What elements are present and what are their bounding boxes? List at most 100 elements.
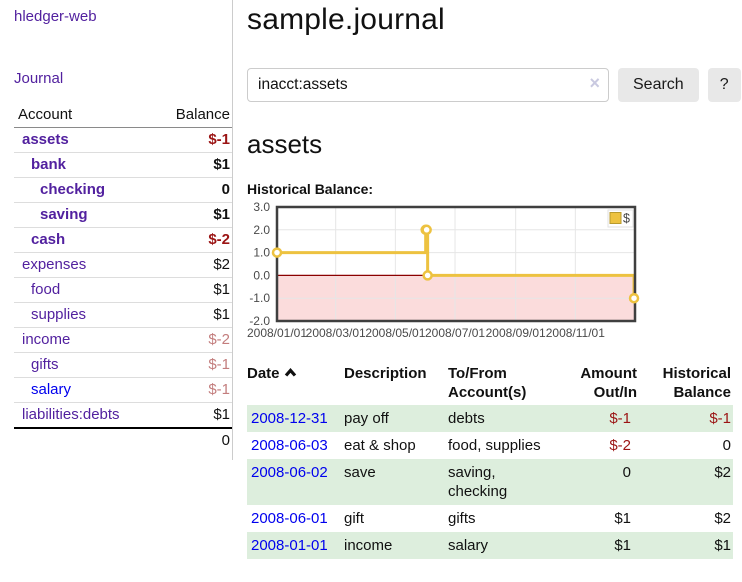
register-row: 2008-06-03 eat & shop food, supplies $-2 0 [247,432,733,459]
transaction-amount: $-2 [609,436,631,454]
svg-text:3.0: 3.0 [253,201,270,214]
clear-search-icon[interactable]: × [589,73,600,93]
svg-text:2008/07/01: 2008/07/01 [425,326,485,340]
account-balance: $-1 [152,377,232,403]
transaction-description: gift [344,509,365,527]
svg-text:1.0: 1.0 [253,245,270,259]
main-content: sample.journal × Search ? assets Histori… [233,0,742,559]
transaction-accounts: saving, checking [448,463,508,500]
sidebar-account-saving[interactable]: saving [40,206,88,223]
transaction-date-link[interactable]: 2008-06-01 [251,509,328,527]
svg-text:2008/01/01: 2008/01/01 [247,326,307,340]
account-balance: $2 [152,252,232,278]
transaction-date-link[interactable]: 2008-01-01 [251,536,328,554]
register-header-accounts: To/From Account(s) [448,364,527,402]
transaction-date-link[interactable]: 2008-12-31 [251,409,328,427]
account-balance: $-1 [152,127,232,153]
accounts-total-row: 0 [14,427,232,453]
account-row: food $1 [14,277,232,303]
transaction-date-link[interactable]: 2008-06-03 [251,436,328,454]
account-balance: $-2 [152,227,232,253]
sidebar-account-checking[interactable]: checking [40,181,106,198]
transaction-accounts: salary [448,536,489,554]
help-button[interactable]: ? [707,68,741,102]
transaction-balance: $1 [714,536,731,554]
transaction-balance: 0 [722,436,731,454]
accounts-table: Account Balance assets $-1 bank $1 checking 0… [14,103,232,453]
svg-text:2008/09/01: 2008/09/01 [486,326,546,340]
account-heading: assets [247,129,323,159]
account-balance: $-1 [152,352,232,378]
account-row: bank $1 [14,152,232,178]
sidebar: hledger-web Journal Account Balance asse… [0,0,233,460]
sidebar-account-income[interactable]: income [22,331,71,348]
account-row: liabilities:debts $1 [14,403,232,429]
transaction-description: income [344,536,393,554]
register-row: 2008-06-01 gift gifts $1 $2 [247,505,733,532]
transaction-accounts: debts [448,409,485,427]
sidebar-account-food[interactable]: food [31,281,61,298]
accounts-header-balance: Balance [152,103,232,128]
transaction-balance: $-1 [709,409,731,427]
account-balance: $1 [152,302,232,328]
svg-text:-1.0: -1.0 [249,291,270,305]
page: hledger-web Journal Account Balance asse… [0,0,742,559]
svg-text:0.0: 0.0 [253,268,270,282]
svg-text:-2.0: -2.0 [249,314,270,328]
accounts-header-row: Account Balance [14,103,232,128]
account-balance: $1 [152,152,232,178]
transaction-description: pay off [344,409,389,427]
account-balance: $1 [152,202,232,228]
account-row: checking 0 [14,177,232,203]
register-header-description: Description [344,364,427,382]
app-title-link[interactable]: hledger-web [14,8,97,25]
search-button[interactable]: Search [618,68,699,102]
register-header-balance: Historical Balance [662,364,731,402]
register-row: 2008-12-31 pay off debts $-1 $-1 [247,404,733,432]
svg-text:2.0: 2.0 [253,222,270,236]
register-header-row: Date Description To/From Account(s) Amou… [247,363,733,405]
transaction-amount: $-1 [609,409,631,427]
account-row: assets $-1 [14,127,232,153]
transaction-amount: 0 [622,463,631,481]
account-row: supplies $1 [14,302,232,328]
transaction-amount: $1 [614,509,631,527]
sidebar-account-gifts[interactable]: gifts [31,356,59,373]
search-input[interactable] [247,68,609,102]
transaction-date-link[interactable]: 2008-06-02 [251,463,328,481]
chart-title: Historical Balance: [247,180,374,197]
transaction-balance: $2 [714,509,731,527]
account-row: cash $-2 [14,227,232,253]
historical-balance-chart: 3.0 2.0 1.0 0.0 -1.0 -2.0 2008/01/01 2008/03/01… [243,201,742,343]
transaction-description: save [344,463,376,481]
svg-text:2008/11/01: 2008/11/01 [546,326,605,340]
account-balance: $-2 [152,327,232,353]
sidebar-account-bank[interactable]: bank [31,156,67,173]
register-header-date[interactable]: Date [247,363,344,405]
sidebar-account-supplies[interactable]: supplies [31,306,87,323]
transaction-accounts: gifts [448,509,476,527]
register-table: Date Description To/From Account(s) Amou… [247,363,733,559]
sidebar-account-salary[interactable]: salary [31,381,72,398]
sidebar-journal-link[interactable]: Journal [14,70,64,87]
sidebar-account-assets[interactable]: assets [22,131,69,148]
account-row: salary $-1 [14,377,232,403]
search-form: × Search ? [247,68,742,102]
sidebar-account-expenses[interactable]: expenses [22,256,87,273]
transaction-description: eat & shop [344,436,416,454]
svg-text:2008/03/01: 2008/03/01 [306,326,366,340]
sort-ascending-icon [284,363,297,383]
transaction-balance: $2 [714,463,731,481]
sidebar-account-liabilities-debts[interactable]: liabilities:debts [22,406,120,423]
account-row: expenses $2 [14,252,232,278]
svg-text:$: $ [623,211,630,225]
register-header-amount: Amount Out/In [580,364,637,402]
account-row: gifts $-1 [14,352,232,378]
register-header-date-label: Date [247,364,280,382]
account-row: saving $1 [14,202,232,228]
accounts-header-account: Account [14,103,153,128]
account-balance: $1 [152,277,232,303]
search-box: × [247,68,609,102]
svg-text:2008/05/01: 2008/05/01 [365,326,425,340]
sidebar-account-cash[interactable]: cash [31,231,66,248]
